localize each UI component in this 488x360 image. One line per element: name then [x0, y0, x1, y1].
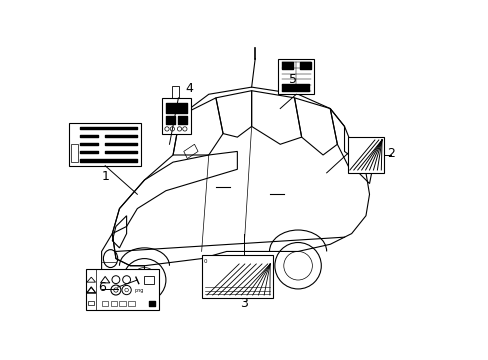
Text: 1: 1 [101, 170, 109, 183]
FancyBboxPatch shape [144, 276, 153, 284]
Text: 4: 4 [185, 82, 193, 95]
Text: 3: 3 [240, 297, 248, 310]
FancyBboxPatch shape [88, 301, 94, 305]
FancyBboxPatch shape [128, 301, 135, 306]
FancyBboxPatch shape [85, 269, 159, 310]
FancyBboxPatch shape [110, 301, 117, 306]
FancyBboxPatch shape [102, 301, 108, 306]
FancyBboxPatch shape [71, 144, 78, 162]
FancyBboxPatch shape [119, 301, 125, 306]
Text: 2: 2 [386, 147, 394, 160]
Text: 6: 6 [98, 281, 105, 294]
FancyBboxPatch shape [201, 255, 272, 298]
FancyBboxPatch shape [278, 59, 313, 94]
FancyBboxPatch shape [162, 98, 190, 134]
FancyBboxPatch shape [347, 137, 383, 173]
FancyBboxPatch shape [171, 86, 179, 98]
Text: png: png [134, 288, 143, 293]
Text: 5: 5 [288, 73, 296, 86]
Text: 0: 0 [203, 259, 207, 264]
FancyBboxPatch shape [69, 123, 141, 166]
